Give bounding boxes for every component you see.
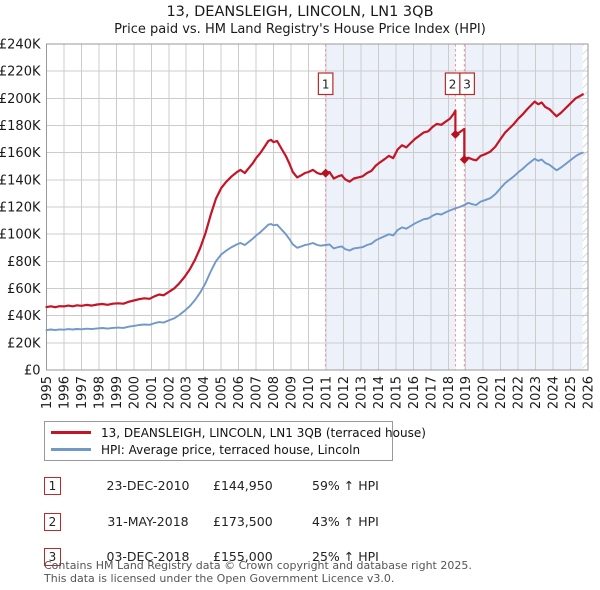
x-tick-label: 2019	[459, 376, 474, 409]
sale-flag	[459, 72, 475, 96]
y-tick-label: £80K	[7, 255, 41, 270]
x-tick-label: 1998	[92, 376, 107, 409]
x-tick-label: 1995	[40, 376, 55, 409]
sale-price: £173,500	[213, 513, 273, 529]
y-tick-label: £120K	[0, 201, 41, 216]
x-tick-label: 2012	[337, 376, 352, 409]
y-tick-label: £140K	[0, 173, 41, 188]
license-footer: Contains HM Land Registry data © Crown c…	[44, 559, 472, 585]
x-tick-label: 2008	[267, 376, 282, 409]
x-tick-label: 2024	[547, 376, 562, 409]
x-tick-label: 2018	[442, 376, 457, 409]
sale-marker	[450, 129, 460, 139]
x-tick-label: 2010	[302, 376, 317, 409]
sale-price: £144,950	[213, 478, 273, 493]
y-tick-label: £160K	[0, 146, 41, 161]
x-tick-label: 2016	[407, 376, 422, 409]
x-tick-label: 2025	[564, 376, 579, 409]
x-tick-label: 2021	[494, 376, 509, 409]
footer-line-1: Contains HM Land Registry data © Crown c…	[44, 559, 472, 572]
x-tick-label: 2005	[215, 376, 230, 409]
price-line-swatch	[51, 431, 91, 434]
sale-date: 31-MAY-2018	[107, 513, 189, 529]
hpi-series-line	[45, 151, 584, 332]
x-tick-label: 2017	[424, 376, 439, 409]
sale-price: £155,000	[213, 549, 273, 564]
legend-item-hpi: HPI: Average price, terraced house, Linc…	[45, 441, 392, 458]
y-tick-label: £180K	[0, 119, 41, 134]
price-series-line	[45, 93, 584, 309]
x-tick-label: 2001	[145, 376, 160, 409]
x-tick-label: 2026	[582, 376, 597, 409]
x-tick-label: 2004	[197, 376, 212, 409]
sale-number-badge: 3	[44, 548, 61, 566]
x-tick-label: 2002	[162, 376, 177, 409]
footer-line-2: This data is licensed under the Open Gov…	[44, 571, 395, 585]
sale-hpi-delta: 43% ↑ HPI	[312, 513, 379, 529]
sale-number-badge: 2	[44, 512, 61, 531]
x-tick-label: 2023	[529, 376, 544, 409]
sale-row-3: 3 03-DEC-2018 £155,000 25% ↑ HPI	[44, 548, 464, 568]
y-tick-label: £240K	[0, 38, 41, 53]
x-tick-label: 2009	[285, 376, 300, 409]
y-tick-label: £200K	[0, 92, 41, 107]
y-tick-label: £220K	[0, 65, 41, 80]
sale-marker	[459, 154, 469, 164]
sale-date: 23-DEC-2010	[106, 478, 190, 493]
sale-number-badge: 1	[44, 477, 61, 495]
legend-item-price: 13, DEANSLEIGH, LINCOLN, LN1 3QB (terrac…	[45, 424, 426, 441]
sale-date: 03-DEC-2018	[106, 549, 190, 564]
x-tick-label: 2015	[389, 376, 404, 409]
sale-flag	[317, 72, 334, 96]
x-tick-label: 1996	[57, 376, 72, 409]
chart-subtitle: Price paid vs. HM Land Registry's House …	[114, 22, 486, 37]
sale-marker	[321, 168, 331, 178]
sale-flag-label: 1	[322, 78, 330, 92]
y-tick-label: £100K	[0, 228, 41, 243]
legend-label: 13, DEANSLEIGH, LINCOLN, LN1 3QB (terrac…	[101, 425, 426, 440]
legend: 13, DEANSLEIGH, LINCOLN, LN1 3QB (terrac…	[44, 421, 426, 461]
sale-hpi-delta: 59% ↑ HPI	[312, 478, 379, 493]
x-tick-label: 2006	[232, 376, 247, 409]
legend-label: HPI: Average price, terraced house, Linc…	[101, 442, 361, 457]
hpi-line-swatch	[51, 448, 91, 451]
x-tick-label: 2013	[354, 376, 369, 409]
y-tick-label: £60K	[7, 282, 41, 297]
sale-hpi-delta: 25% ↑ HPI	[312, 549, 379, 564]
y-tick-label: £20K	[7, 336, 41, 351]
chart-canvas: 13, DEANSLEIGH, LINCOLN, LN1 3QB Price p…	[0, 4, 597, 410]
sale-flag-label: 2	[449, 78, 457, 92]
x-tick-label: 2000	[127, 376, 142, 409]
plot-area: 1 2 3 £0 £20K £40K £60K £80K £100K £120K £140K £160…	[0, 38, 597, 410]
y-tick-label: £40K	[7, 309, 41, 324]
x-tick-label: 1999	[110, 376, 125, 409]
x-tick-label: 2020	[477, 376, 492, 409]
plot-border	[46, 43, 589, 371]
x-tick-label: 2003	[180, 376, 195, 409]
y-tick-label: £0	[24, 364, 41, 379]
x-tick-label: 1997	[75, 376, 90, 409]
x-tick-label: 2022	[512, 376, 527, 409]
sale-flag-label: 3	[463, 78, 471, 92]
x-tick-label: 2007	[250, 376, 265, 409]
x-tick-label: 2011	[319, 376, 334, 409]
sale-row-2: 2 31-MAY-2018 £173,500 43% ↑ HPI	[44, 512, 464, 533]
x-tick-label: 2014	[372, 376, 387, 409]
chart-title: 13, DEANSLEIGH, LINCOLN, LN1 3QB	[166, 4, 433, 20]
sale-row-1: 1 23-DEC-2010 £144,950 59% ↑ HPI	[44, 477, 464, 497]
